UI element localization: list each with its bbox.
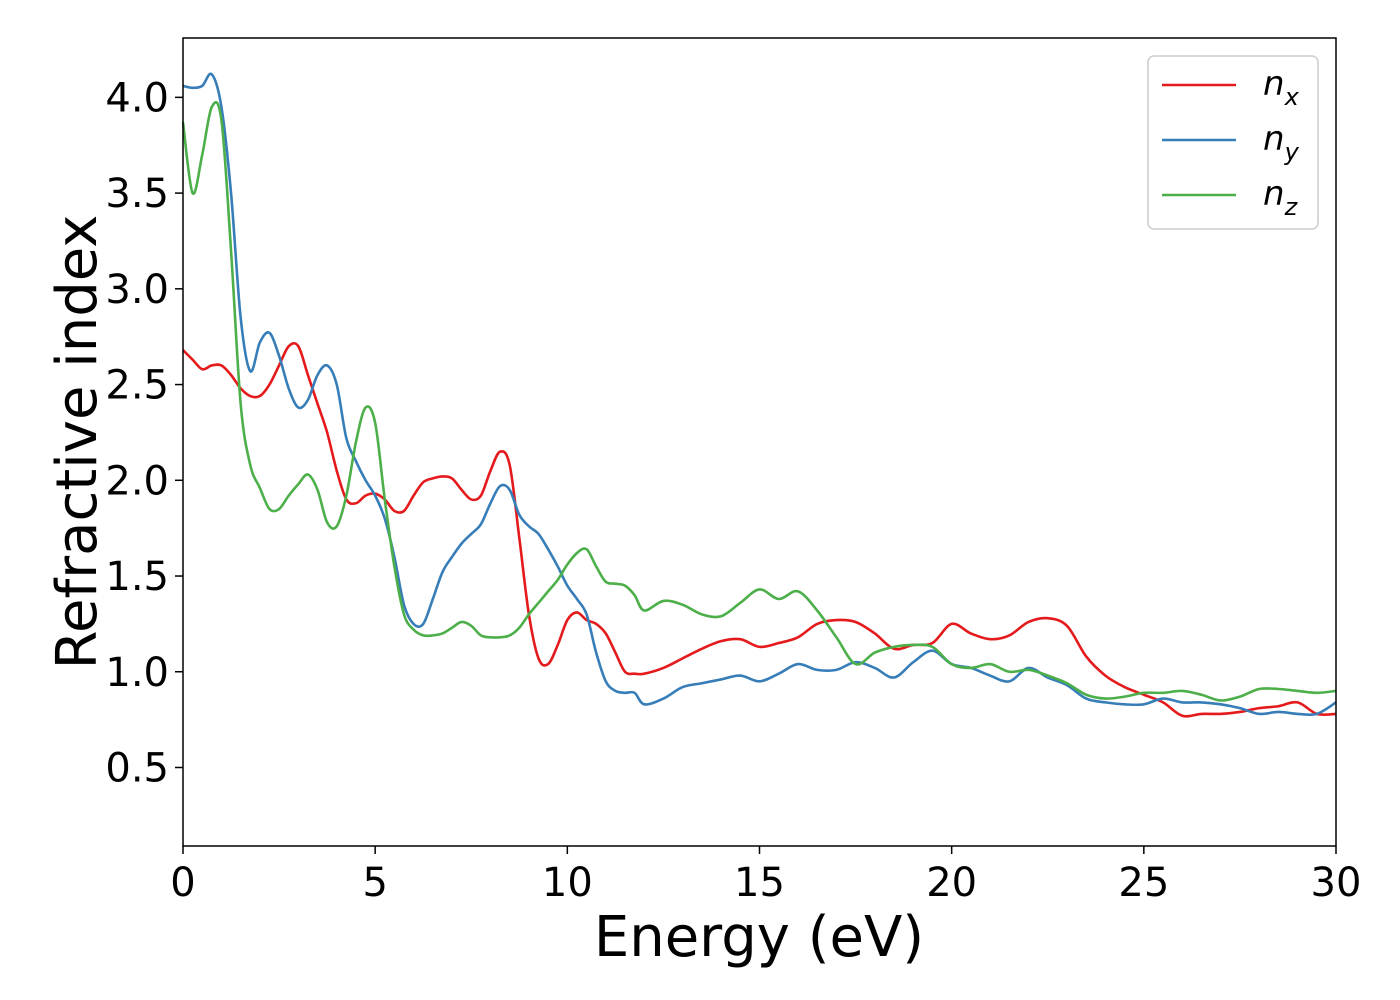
series-line-z xyxy=(181,101,1337,702)
legend-label-sub: x xyxy=(1284,83,1300,111)
x-axis-ticks: 0 5 10 15 20 25 30 xyxy=(170,846,1361,906)
y-tick-label: 2.5 xyxy=(105,363,169,409)
legend-label-main: n xyxy=(1263,119,1285,159)
y-axis-title: Refractive index xyxy=(45,215,110,670)
y-axis-ticks: 0.5 1.0 1.5 2.0 2.5 3.0 3.5 4.0 xyxy=(105,75,183,791)
x-tick-label: 25 xyxy=(1118,860,1169,906)
y-tick-label: 3.5 xyxy=(105,171,169,217)
x-tick-label: 15 xyxy=(734,860,785,906)
legend-label-y: ny xyxy=(1263,119,1300,166)
series-layer xyxy=(181,72,1337,718)
y-tick-label: 3.0 xyxy=(105,267,169,313)
legend-label-sub: y xyxy=(1284,138,1300,166)
x-tick-label: 20 xyxy=(926,860,977,906)
legend-label-sub: z xyxy=(1284,193,1299,221)
y-tick-label: 1.5 xyxy=(105,554,169,600)
series-line-y xyxy=(182,72,1337,717)
x-axis-title: Energy (eV) xyxy=(594,905,924,970)
x-tick-label: 10 xyxy=(542,860,593,906)
legend-label-main: n xyxy=(1263,64,1285,104)
y-tick-label: 4.0 xyxy=(105,75,169,121)
legend-box xyxy=(1147,55,1319,230)
legend-label-x: nx xyxy=(1263,64,1300,111)
series-line-x xyxy=(182,341,1337,718)
legend-label-z: nz xyxy=(1263,174,1299,221)
legend-label-main: n xyxy=(1263,174,1285,214)
x-tick-label: 5 xyxy=(362,860,387,906)
y-tick-label: 0.5 xyxy=(105,745,169,791)
x-tick-label: 0 xyxy=(170,860,195,906)
y-tick-label: 2.0 xyxy=(105,458,169,504)
y-tick-label: 1.0 xyxy=(105,650,169,696)
x-tick-label: 30 xyxy=(1311,860,1362,906)
